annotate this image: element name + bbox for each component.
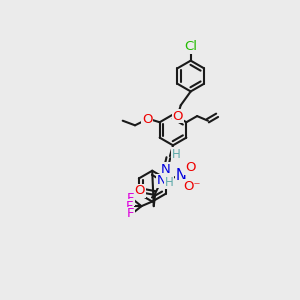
Text: H: H: [165, 176, 173, 189]
Text: F: F: [127, 207, 134, 220]
Text: N: N: [176, 168, 186, 183]
Text: O: O: [135, 184, 145, 197]
Text: F: F: [125, 200, 133, 213]
Text: Cl: Cl: [184, 40, 197, 53]
Text: O: O: [172, 110, 183, 123]
Text: N: N: [160, 163, 170, 176]
Text: N: N: [157, 174, 166, 187]
Text: F: F: [127, 192, 134, 205]
Text: O⁻: O⁻: [183, 180, 200, 193]
Text: O: O: [185, 161, 195, 174]
Text: O: O: [142, 113, 153, 126]
Text: H: H: [172, 148, 181, 161]
